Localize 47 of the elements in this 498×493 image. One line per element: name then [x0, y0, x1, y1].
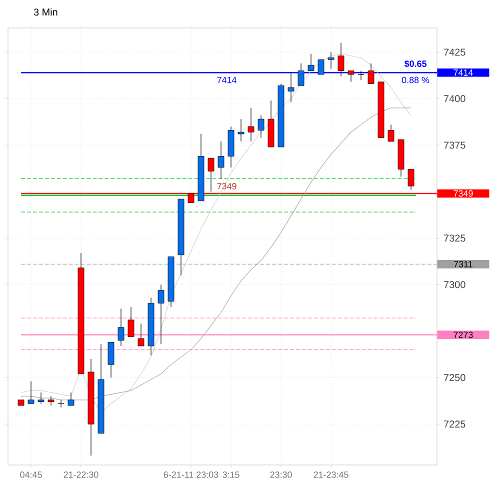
x-tick-label: 23:30 — [270, 472, 292, 478]
candlestick — [138, 323, 144, 346]
candlestick — [388, 124, 394, 142]
candlestick — [328, 52, 334, 70]
candlestick — [68, 392, 74, 406]
candlestick — [38, 392, 44, 404]
annotation: 0.88 % — [402, 76, 430, 84]
ref-line-label: 7349 — [454, 190, 473, 197]
x-tick-label: 04:45 — [20, 472, 42, 478]
candlestick — [28, 381, 34, 404]
annotation: 7349 — [217, 183, 236, 190]
candlestick — [318, 59, 324, 75]
y-tick-label: 7325 — [444, 234, 466, 242]
candlestick — [58, 400, 64, 408]
candlestick — [218, 141, 224, 179]
annotation: 7414 — [217, 76, 236, 84]
y-tick-label: 7225 — [444, 420, 466, 428]
candlestick — [128, 306, 134, 337]
candlestick — [118, 308, 124, 346]
candlestick — [258, 115, 264, 138]
candlestick — [288, 72, 294, 103]
candlestick — [348, 70, 354, 82]
y-tick-label: 7400 — [444, 95, 466, 102]
x-tick-label: 21-22:30 — [64, 472, 98, 478]
y-tick-label: 7375 — [444, 142, 466, 149]
candlestick — [108, 342, 114, 378]
annotation: $0.65 — [404, 60, 427, 68]
y-tick-label: 7425 — [444, 48, 466, 56]
x-tick-label: 21-23:45 — [314, 472, 348, 478]
candlestick — [158, 284, 164, 344]
candlestick — [298, 63, 304, 86]
x-tick-label: 3:15 — [222, 472, 240, 478]
candlestick — [238, 118, 244, 142]
ref-line-label: 7311 — [454, 260, 472, 268]
candlestick — [308, 54, 314, 72]
y-tick-label: 7250 — [444, 374, 466, 382]
ref-line-label: 7414 — [454, 70, 473, 76]
candlestick — [358, 70, 364, 80]
chart-title: 3 Min — [34, 8, 58, 16]
ref-line-label: 7273 — [454, 332, 473, 338]
y-tick-label: 7300 — [444, 281, 466, 288]
x-tick-label: 6-21-11 23:03 — [164, 472, 218, 478]
candlestick — [248, 108, 254, 142]
candlestick — [338, 42, 344, 77]
candlestick — [408, 169, 414, 190]
candlestick — [368, 63, 374, 84]
candlestick — [48, 396, 54, 406]
